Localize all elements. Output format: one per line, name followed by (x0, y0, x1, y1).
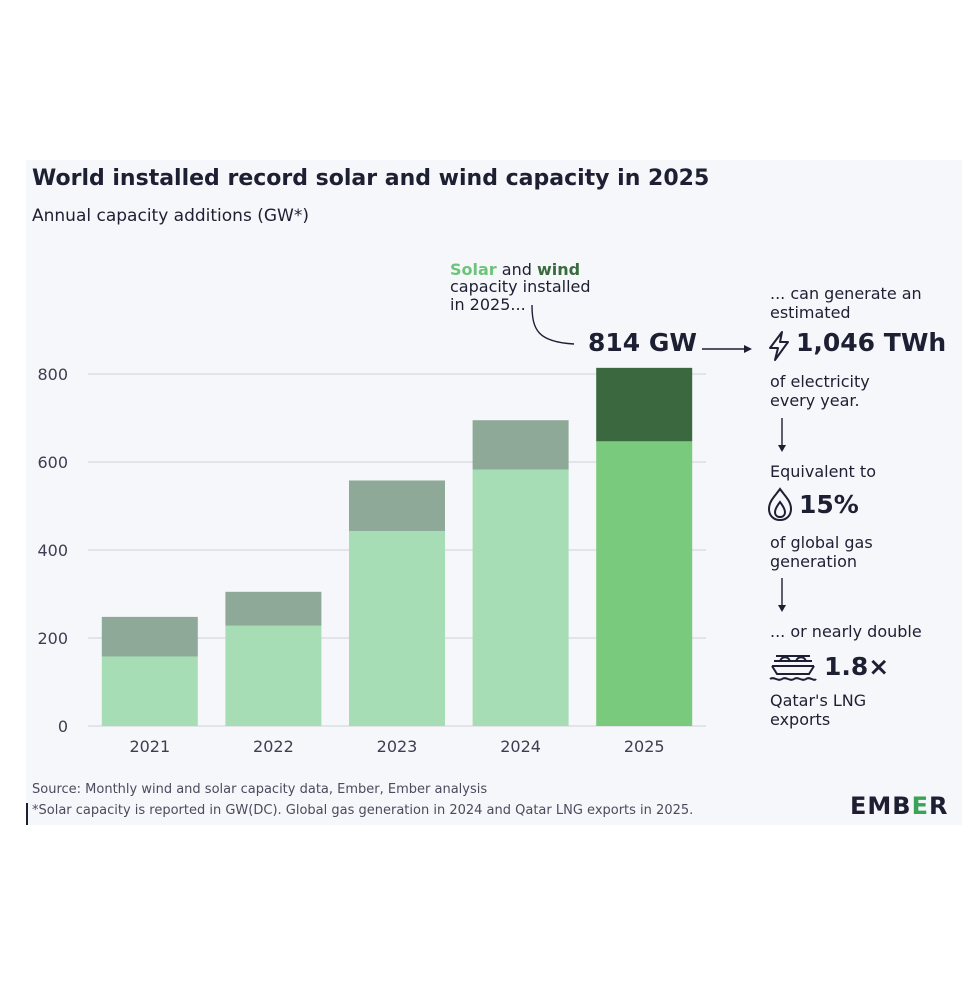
bar-wind-2024 (472, 420, 569, 470)
bar-wind-2023 (349, 480, 445, 532)
x-tick-label: 2022 (253, 737, 294, 756)
x-tick-label: 2023 (377, 737, 418, 756)
logo-right: R (928, 792, 949, 820)
y-tick-label: 0 (58, 717, 68, 736)
lng-ship-icon (769, 655, 817, 681)
bar-solar-2025 (596, 441, 693, 726)
footnote: *Solar capacity is reported in GW(DC). G… (32, 803, 694, 818)
annotation-arrows (531, 304, 786, 612)
fact1-value: 1,046 TWh (796, 328, 947, 357)
fact1-line2: estimated (770, 303, 851, 322)
fact2-line1: Equivalent to (770, 462, 876, 481)
logo-left: EMB (850, 792, 912, 820)
arrow-right-head (744, 345, 752, 353)
gas-flame-icon (767, 487, 793, 522)
bar-solar-2021 (101, 656, 198, 726)
annotation-curve (531, 304, 575, 345)
annotation-line2: capacity installed (450, 277, 591, 296)
fact3-line1: ... or nearly double (770, 622, 922, 641)
bar-solar-2023 (349, 531, 445, 726)
y-tick-label: 600 (37, 453, 68, 472)
fact1-line1: ... can generate an (770, 284, 922, 303)
bar-chart: 0 200 400 600 800 2021 2022 2023 2024 2025 (37, 304, 786, 756)
fact1-line4: every year. (770, 391, 860, 410)
bar-wind-2021 (101, 616, 198, 657)
lightning-icon (769, 331, 789, 361)
fact3-line2: Qatar's LNG (770, 691, 867, 710)
and-word: and (496, 260, 537, 279)
annotation-line1: Solar and wind (450, 260, 580, 279)
arrow-down-head (778, 445, 786, 452)
logo-mid: E (911, 792, 929, 820)
fact1-line3: of electricity (770, 372, 870, 391)
fact2-line3: generation (770, 552, 858, 571)
bar-solar-2022 (225, 625, 322, 726)
bar-wind-2025 (596, 367, 693, 442)
y-tick-label: 200 (37, 629, 68, 648)
chart-card: World installed record solar and wind ca… (26, 160, 962, 825)
fact3-value: 1.8× (824, 652, 890, 681)
fact2-line2: of global gas (770, 533, 873, 552)
annotation-line3: in 2025... (450, 295, 526, 314)
chart-title: World installed record solar and wind ca… (32, 166, 710, 191)
x-tick-label: 2024 (500, 737, 541, 756)
chart-subtitle: Annual capacity additions (GW*) (32, 206, 309, 226)
source-note: Source: Monthly wind and solar capacity … (32, 782, 488, 797)
bars (101, 367, 693, 726)
bar-solar-2024 (472, 469, 569, 726)
y-tick-label: 400 (37, 541, 68, 560)
text-cursor (26, 803, 28, 825)
x-tick-label: 2025 (624, 737, 665, 756)
fact3-line3: exports (770, 710, 831, 729)
arrow-down-head (778, 605, 786, 612)
x-tick-label: 2021 (129, 737, 170, 756)
wind-word: wind (536, 260, 581, 279)
total-value: 814 GW (588, 328, 697, 357)
y-tick-label: 800 (37, 365, 68, 384)
fact2-value: 15% (799, 490, 859, 519)
axis-labels: 0 200 400 600 800 2021 2022 2023 2024 2025 (37, 365, 664, 756)
ember-logo: EMBER (850, 792, 948, 820)
solar-word: Solar (450, 260, 497, 279)
bar-wind-2022 (225, 591, 322, 626)
